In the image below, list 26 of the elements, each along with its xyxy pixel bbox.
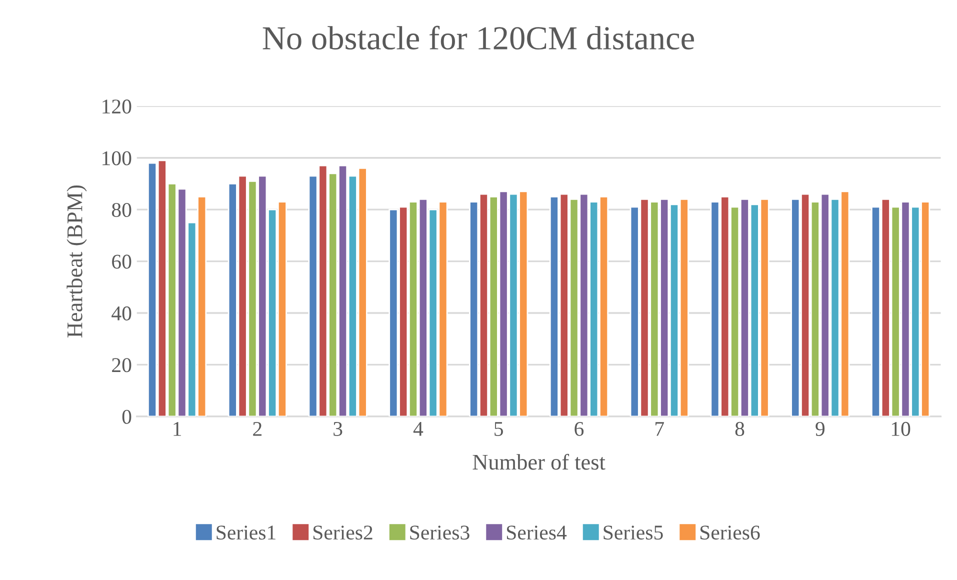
- x-tick-label: 1: [174, 422, 182, 436]
- y-tick-label: 80: [112, 202, 132, 218]
- y-tick-label: 60: [112, 254, 132, 269]
- y-tick-label: 40: [112, 306, 132, 320]
- legend-label: Series2: [313, 526, 372, 540]
- x-axis-title: Number of test: [472, 454, 606, 470]
- x-tick-label: 10: [892, 422, 910, 436]
- legend-label: Series3: [410, 526, 470, 540]
- x-tick-label: 7: [656, 422, 664, 436]
- y-tick-label: 20: [112, 358, 132, 372]
- x-tick-label: 9: [816, 422, 825, 436]
- x-tick-label: 5: [494, 422, 503, 436]
- legend-label: Series6: [700, 526, 760, 540]
- y-tick-label: 120: [102, 100, 132, 114]
- y-tick-label: 100: [102, 151, 132, 166]
- x-tick-label: 6: [574, 422, 584, 436]
- legend-label: Series1: [216, 526, 276, 540]
- legend-label: Series4: [506, 526, 567, 540]
- x-tick-label: 3: [334, 422, 342, 436]
- x-tick-label: 4: [413, 422, 424, 436]
- y-tick-label: 0: [122, 410, 132, 424]
- y-axis-title: Heartbeat (BPM): [66, 185, 87, 338]
- x-tick-label: 8: [735, 422, 744, 436]
- x-tick-label: 2: [253, 422, 262, 436]
- chart-title: No obstacle for 120CM distance: [262, 26, 694, 50]
- legend-label: Series5: [604, 526, 663, 540]
